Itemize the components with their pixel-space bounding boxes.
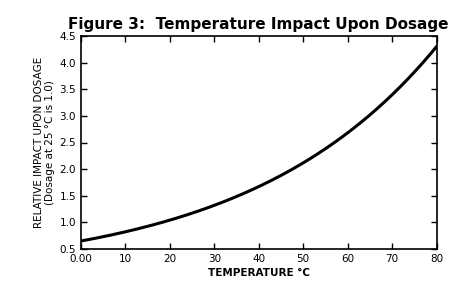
Title: Figure 3:  Temperature Impact Upon Dosage: Figure 3: Temperature Impact Upon Dosage bbox=[68, 17, 449, 32]
Y-axis label: RELATIVE IMPACT UPON DOSAGE
(Dosage at 25 °C is 1.0): RELATIVE IMPACT UPON DOSAGE (Dosage at 2… bbox=[34, 57, 55, 228]
X-axis label: TEMPERATURE °C: TEMPERATURE °C bbox=[208, 268, 310, 278]
